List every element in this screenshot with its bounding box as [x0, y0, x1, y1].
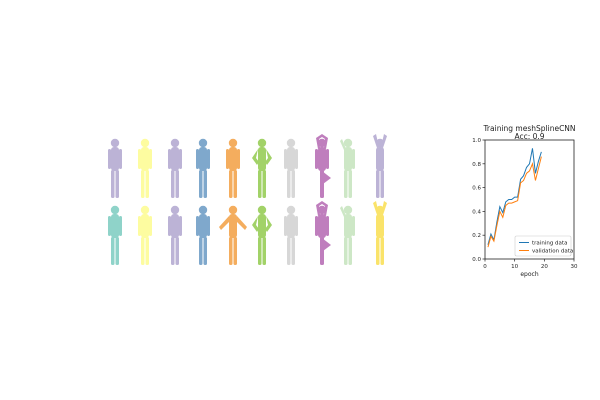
pose-silhouette-top-10	[373, 134, 387, 198]
y-tick-label: 0.2	[472, 233, 481, 239]
y-tick-label: 0.4	[472, 209, 481, 215]
plot-area	[484, 139, 575, 260]
pose-silhouette-bottom-7	[284, 205, 298, 265]
x-tick-label: 0	[483, 264, 487, 270]
pose-silhouette-bottom-6	[252, 205, 272, 265]
x-tick-label: 10	[511, 264, 518, 270]
y-tick-label: 1.0	[472, 138, 481, 144]
pose-silhouette-top-9	[340, 138, 355, 198]
pose-silhouette-top-5	[226, 138, 240, 198]
pose-silhouette-top-4	[196, 138, 210, 198]
x-axis-label: epoch	[520, 271, 538, 278]
x-tick-label: 20	[541, 264, 548, 270]
pose-silhouette-bottom-2	[138, 205, 152, 265]
legend-label: training data	[532, 241, 567, 247]
series-line-training	[487, 148, 542, 245]
pose-silhouette-top-3	[168, 138, 182, 198]
pose-silhouette-top-8	[315, 134, 331, 198]
pose-silhouette-bottom-5	[219, 205, 247, 265]
legend-label: validation data	[532, 249, 573, 255]
pose-silhouette-top-2	[138, 138, 152, 198]
y-tick-label: 0.6	[472, 186, 481, 192]
pose-silhouette-bottom-4	[196, 205, 210, 265]
chart-title: Training meshSplineCNN	[482, 124, 575, 133]
pose-silhouette-top-6	[252, 138, 272, 198]
chart-subtitle: Acc: 0.9	[514, 132, 544, 141]
pose-silhouette-top-7	[284, 138, 298, 198]
pose-silhouette-top-1	[108, 138, 122, 198]
y-tick-label: 0.0	[472, 257, 481, 263]
pose-silhouette-bottom-9	[340, 205, 355, 265]
pose-silhouette-bottom-8	[315, 201, 331, 265]
pose-silhouette-bottom-1	[108, 205, 122, 265]
y-tick-label: 0.8	[472, 162, 481, 168]
x-tick-label: 30	[571, 264, 578, 270]
series-line-validation	[487, 156, 542, 248]
pose-silhouette-bottom-10	[373, 201, 387, 265]
pose-silhouette-bottom-3	[168, 205, 182, 265]
